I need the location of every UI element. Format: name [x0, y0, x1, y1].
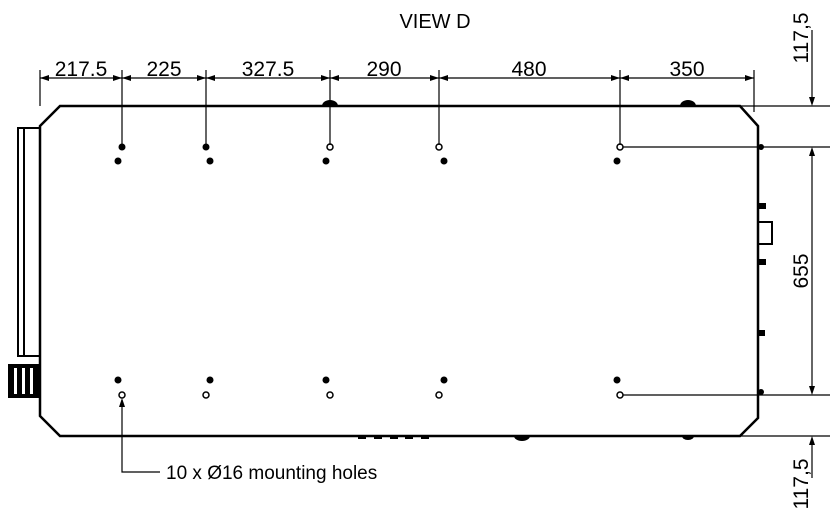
mounting-holes-callout: 10 x Ø16 mounting holes [166, 463, 377, 484]
bottom-fittings [358, 436, 694, 441]
dimension-label-bottom-offset: 117,5 [790, 459, 813, 510]
dimension-label-3: 327.5 [242, 58, 295, 81]
dimension-label-6: 350 [669, 58, 704, 81]
hole-pattern [114, 143, 624, 399]
left-flange [17, 127, 41, 357]
view-title: VIEW D [399, 11, 470, 33]
plate-outline [38, 104, 760, 438]
dimension-label-top-offset: 117,5 [790, 13, 813, 64]
dimension-label-4: 290 [366, 58, 401, 81]
dimension-label-5: 480 [511, 58, 546, 81]
dimension-label-2: 225 [146, 58, 181, 81]
right-fittings [757, 221, 773, 316]
callout-arrowhead [119, 398, 125, 407]
horizontal-dimension-chain [39, 70, 755, 145]
callout-leader [121, 400, 160, 473]
left-connector [8, 364, 40, 398]
vertical-arrowheads [809, 97, 815, 445]
dimension-label-hole-spacing: 655 [790, 253, 813, 288]
dimension-arrowheads [40, 75, 754, 81]
dimension-label-1: 217.5 [55, 58, 108, 81]
vertical-dimension-chain [623, 30, 830, 478]
